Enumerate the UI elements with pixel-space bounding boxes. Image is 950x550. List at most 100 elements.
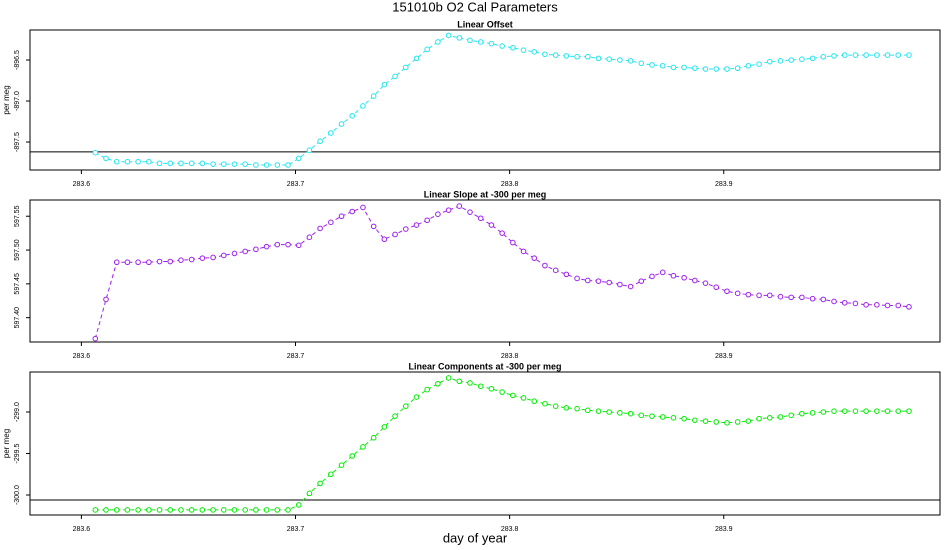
data-point (552, 267, 559, 274)
data-point (188, 160, 195, 167)
data-point (103, 155, 109, 162)
data-point (349, 208, 356, 215)
data-point (756, 61, 762, 67)
data-point (210, 254, 216, 261)
data-point (863, 302, 869, 308)
data-point (895, 52, 902, 58)
plot-frame (29, 199, 941, 343)
data-point (906, 408, 912, 414)
data-point (820, 296, 827, 303)
data-point (349, 453, 356, 459)
data-point (606, 279, 612, 286)
data-point (285, 507, 291, 513)
x-tick-label: 283.7 (287, 526, 305, 533)
data-point (92, 335, 99, 342)
data-point (146, 507, 152, 513)
data-point (584, 407, 591, 414)
data-point (370, 223, 377, 230)
y-axis-label: per meg (2, 429, 11, 458)
series-line (95, 377, 909, 511)
data-point (809, 295, 816, 302)
data-point (649, 62, 655, 68)
data-point (210, 507, 216, 513)
data-point (756, 415, 762, 422)
data-point (841, 299, 848, 306)
data-point (413, 55, 420, 62)
data-point (595, 278, 602, 284)
data-point (627, 283, 634, 290)
data-point (563, 271, 570, 278)
data-point (906, 304, 912, 310)
data-point (113, 158, 120, 165)
data-point (199, 507, 206, 513)
data-point (424, 217, 430, 224)
data-point (777, 58, 784, 64)
data-point (863, 408, 869, 414)
data-point (253, 162, 259, 168)
data-point (253, 246, 259, 253)
data-point (766, 58, 773, 65)
data-point (852, 300, 859, 307)
y-tick-label: -299.5 (14, 443, 21, 463)
data-point (328, 471, 334, 478)
y-tick-label: -300.0 (14, 485, 21, 505)
y-axis-label: per meg (2, 85, 11, 114)
data-point (788, 412, 794, 419)
panel-title: Linear Components at -300 per meg (408, 361, 561, 371)
data-point (349, 112, 356, 119)
data-point (392, 413, 398, 419)
data-point (135, 158, 141, 165)
data-point (178, 257, 184, 263)
data-point (713, 66, 720, 72)
data-point (552, 52, 559, 58)
data-point (595, 55, 602, 62)
data-point (563, 53, 570, 59)
data-point (809, 55, 816, 62)
data-point (649, 413, 655, 419)
data-point (574, 53, 580, 60)
series-line (94, 205, 910, 339)
data-point (745, 62, 752, 69)
data-point (692, 65, 698, 72)
data-point (627, 58, 634, 64)
data-point (124, 507, 131, 513)
data-point (263, 243, 270, 250)
data-point (799, 294, 805, 301)
data-point (178, 507, 184, 513)
data-point (360, 444, 366, 450)
data-point (617, 281, 623, 288)
data-point (381, 81, 388, 88)
data-point (841, 408, 848, 414)
plot-frame (29, 371, 941, 516)
data-point (670, 272, 677, 279)
data-point (317, 138, 323, 145)
data-point (874, 52, 880, 58)
data-point (285, 241, 291, 248)
data-point (456, 35, 463, 41)
data-point (306, 490, 313, 497)
x-tick-label: 283.9 (715, 526, 733, 533)
data-point (124, 259, 131, 266)
data-point (499, 389, 505, 395)
data-point (113, 507, 120, 513)
data-point (402, 226, 409, 232)
data-point (317, 480, 323, 487)
data-point (884, 52, 891, 58)
data-point (435, 39, 441, 45)
data-point (306, 234, 313, 240)
data-point (295, 155, 302, 162)
data-point (638, 278, 645, 284)
data-point (692, 417, 698, 424)
data-point (681, 274, 687, 281)
data-point (167, 258, 174, 265)
data-point (520, 47, 527, 53)
x-tick-label: 283.7 (287, 353, 305, 360)
data-point (510, 44, 516, 51)
data-point (799, 410, 805, 417)
data-point (146, 158, 152, 165)
data-point (627, 410, 634, 417)
data-point (317, 225, 323, 232)
data-point (681, 64, 687, 71)
data-point (884, 302, 891, 309)
data-point (670, 64, 677, 71)
